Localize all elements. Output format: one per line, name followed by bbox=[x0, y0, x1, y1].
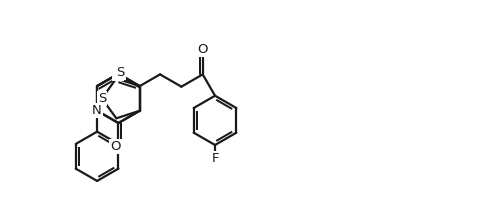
Text: N: N bbox=[92, 104, 102, 117]
Text: F: F bbox=[211, 152, 219, 165]
Text: S: S bbox=[116, 66, 124, 79]
Text: N: N bbox=[114, 67, 124, 80]
Text: S: S bbox=[98, 92, 106, 105]
Text: O: O bbox=[198, 43, 208, 56]
Text: O: O bbox=[110, 140, 121, 153]
